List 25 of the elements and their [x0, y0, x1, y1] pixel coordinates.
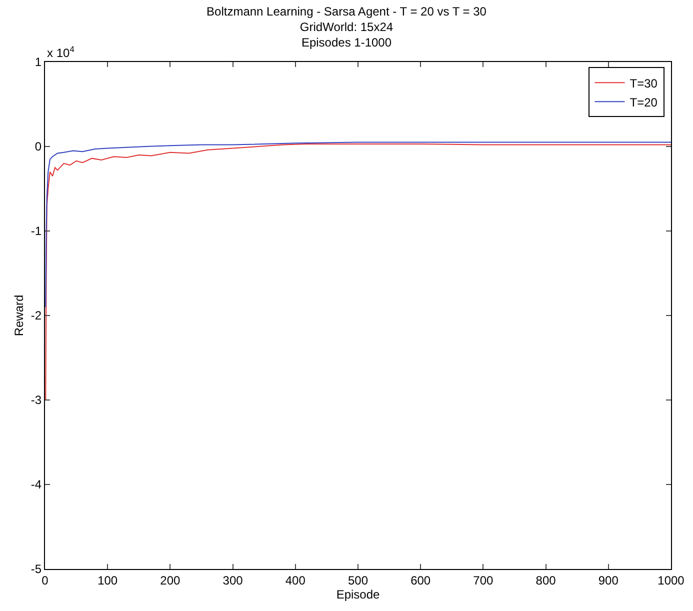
x-axis-title: Episode: [336, 587, 380, 602]
x-tick-label: 900: [598, 573, 619, 588]
x-tick-label: 300: [222, 573, 244, 588]
x-tick-label: 500: [348, 573, 368, 588]
y-tick-label: -4: [30, 478, 42, 492]
y-tick-label: -2: [30, 308, 42, 323]
x-tick-label: 800: [536, 573, 556, 588]
x-tick-label: 1000: [658, 573, 685, 588]
chart-title: Boltzmann Learning - Sarsa Agent - T = 20 vs T = 30 GridWorld: 15x24 Episodes 1-1000: [206, 4, 487, 50]
y-tick-label: 1: [34, 55, 42, 70]
y-tick-label: -3: [30, 393, 42, 408]
legend-label: T=30: [630, 76, 658, 90]
y-tick-label: -1: [30, 224, 42, 238]
x-tick-label: 600: [410, 573, 431, 588]
x-tick-label: 700: [473, 573, 494, 588]
y-tick-label: 0: [34, 140, 42, 154]
y-tick-label: -5: [30, 562, 42, 576]
x-tick-label: 100: [98, 573, 118, 588]
x-tick-label: 200: [160, 573, 181, 588]
legend-label: T=20: [630, 95, 658, 110]
y-axis-title: Reward: [12, 294, 26, 336]
line-series: [45, 142, 671, 308]
x-tick-label: 400: [285, 573, 306, 588]
text: x 10$^{4}$: [47, 44, 75, 60]
line-series: [45, 143, 671, 400]
